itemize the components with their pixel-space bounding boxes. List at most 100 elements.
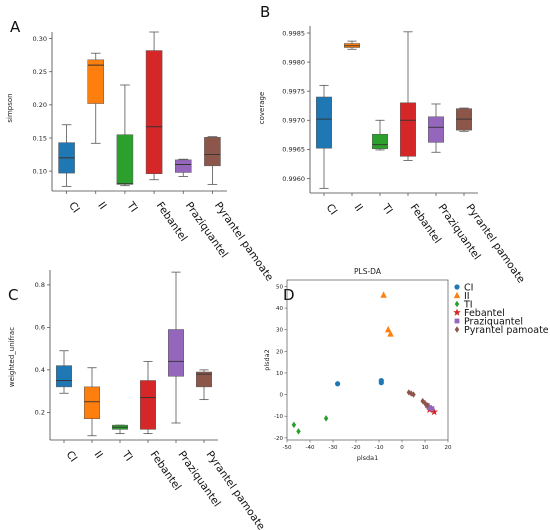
y-tick-label: 0.20 [33,101,47,109]
legend-marker [454,318,460,324]
category-label: CI [64,449,80,464]
data-point [380,291,387,298]
box-ii [84,386,100,419]
category-label: CI [66,200,82,215]
plot-frame [286,279,449,441]
y-tick-label: 0.9975 [282,87,305,95]
category-label: CI [324,202,340,217]
plot-title: PLS-DA [354,267,382,276]
y-tick-label: 50 [276,284,283,290]
x-tick-label: -10 [375,445,384,451]
y-tick-label: 0.10 [33,167,47,175]
y-tick-label: 0.25 [33,68,47,76]
panel-letter: D [283,286,295,304]
y-tick-label: -10 [274,414,283,420]
y-tick-label: 20 [276,349,283,355]
data-point [385,325,392,333]
data-point [430,407,438,416]
x-tick-label: -30 [329,445,338,451]
legend-marker [454,284,460,290]
legend-marker [454,300,460,308]
y-tick-label: 0 [280,393,284,399]
data-point [291,421,297,429]
data-point [406,389,412,396]
x-tick-label: -50 [283,445,292,451]
category-label: II [95,200,108,212]
data-point [323,415,329,422]
data-point [425,402,430,409]
x-tick-label: -20 [352,445,361,451]
x-tick-label: 0 [400,445,404,451]
box-pyrantel-pamoate [204,137,221,167]
box-ii [87,59,105,104]
x-axis-title: plsda1 [357,454,379,462]
series-ti [291,415,329,435]
y-tick-label: 0.9985 [282,29,305,37]
x-tick-label: -40 [306,445,315,451]
legend-label: CI [464,282,473,293]
y-tick-label: 0.9980 [282,58,305,66]
category-label: TI [124,199,140,214]
legend-label: Pyrantel pamoate [464,325,549,336]
x-tick-label: 10 [422,445,429,451]
box-febantel [140,380,156,430]
y-tick-label: 0.8 [35,281,45,289]
box-ti [372,133,388,150]
y-tick-label: 0.4 [35,366,45,374]
y-tick-label: 0.9960 [282,175,305,183]
panel-letter: B [260,3,270,21]
data-point [411,391,416,398]
legend-marker [453,291,461,299]
data-point [387,330,394,337]
box-febantel [400,102,416,157]
panel-d: D PLS-DA -50 -40 -30 -20 -10 0 10 20 -20 -10 0 10 20 30… [263,267,549,462]
y-tick-label: 10 [276,371,283,377]
y-axis-title: simpson [6,93,14,122]
data-point [378,377,384,384]
data-point [296,428,301,435]
panel-letter: A [10,18,21,36]
y-tick-label: 0.15 [33,134,47,142]
legend-label: Febantel [464,308,505,319]
box-ci [316,96,332,149]
series-pyrantel-pamoate [406,389,430,409]
box-praziquantel [168,329,184,377]
legend-marker [454,326,460,333]
x-tick-label: 20 [445,445,452,451]
y-tick-label: 0.9970 [282,117,305,125]
y-tick-label: 30 [276,328,283,334]
category-label: II [92,449,105,461]
series-ci [335,377,384,387]
y-tick-label: 0.9965 [282,146,305,154]
legend-marker [453,308,461,316]
box-febantel [145,50,163,175]
box-praziquantel [428,116,444,143]
panel-letter: C [8,286,18,304]
y-tick-label: -20 [274,436,283,442]
data-point [335,381,341,387]
legend-label: II [464,291,470,302]
y-tick-label: 0.30 [33,35,47,43]
box-ti [116,134,134,185]
panel-b: B 0.9960 0.9965 0.9970 0.9975 0.9980 0.9985 cov… [258,3,527,285]
y-tick-label: 0.6 [35,324,45,332]
y-tick-label: 40 [276,306,283,312]
box-ci [56,365,72,388]
y-axis-title: coverage [258,92,266,125]
y-axis-title: plsda2 [263,349,271,371]
data-point [429,406,435,412]
series-ii [380,291,394,337]
y-axis-title: weighted_unifrac [8,327,16,387]
category-label: TI [119,448,135,463]
box-praziquantel [174,159,192,173]
category-label: TI [379,201,395,216]
legend-label: Praziquantel [464,316,523,327]
legend-label: TI [463,299,473,310]
category-label: II [352,202,365,214]
y-tick-label: 0.2 [35,409,45,417]
box-pyrantel-pamoate [196,371,212,388]
